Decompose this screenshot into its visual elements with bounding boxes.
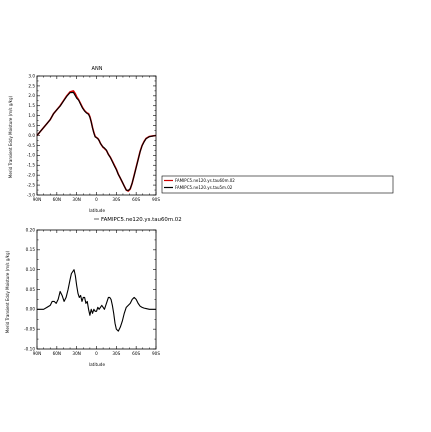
top-chart-x-tick-label: 30S [112,197,120,202]
bottom-chart-x-tick-label: 0 [95,351,98,356]
top-chart-series [36,90,157,192]
top-chart-series-line-1 [36,91,157,191]
top-chart-y-tick-label: 0.0 [28,133,35,138]
top-chart-x-axis-label: latitude [89,208,105,213]
top-chart-axes: -3.0 -2.5 -2.0 -1.5 -1.0 -0.5 0.0 0.5 1.0 1.5 2.0 2… [27,73,161,202]
top-chart-y-axis-label: Merid Transient Eddy Moisture (m/s g/kg) [8,95,13,178]
bottom-chart-axes: -0.10 -0.05 0.00 0.05 0.10 0.15 0.20 90N 60N 30N 0… [24,227,160,356]
top-chart-series-line-0 [36,90,157,192]
bottom-chart-y-axis-label: Merid Transient Eddy Moisture (m/s g/kg) [5,250,10,333]
top-chart-x-tick-label: 90S [152,197,160,202]
top-chart-y-tick-label: 2.0 [28,93,35,98]
top-chart-y-tick-label: 0.5 [28,123,35,128]
top-chart-x-tick-label: 60N [53,197,61,202]
top-chart-y-tick-label: 1.0 [28,113,35,118]
panel-top: ANN -3.0 -2.5 -2.0 -1.5 -1.0 -0.5 0.0 0.5 1.0 1.5… [8,66,160,213]
bottom-chart-x-tick-label: 90N [33,351,41,356]
bottom-chart-x-axis-label: latitude [89,362,105,367]
bottom-chart-y-tick-label: 0.05 [26,287,36,292]
bottom-chart-y-tick-label: 0.20 [26,227,36,232]
top-chart-x-tick-label: 0 [95,197,98,202]
bottom-chart-series-line-0 [37,269,156,332]
top-chart-y-tick-label: -2.0 [27,173,36,178]
bottom-chart-y-tick-label: 0.10 [26,267,36,272]
top-chart-y-tick-label: -0.5 [27,143,36,148]
top-chart-x-tick-label: 60S [132,197,140,202]
top-chart-y-tick-label: 1.5 [28,103,35,108]
top-chart-y-tick-label: 3.0 [28,73,35,78]
legend-label-tau60m: FAMIPC5.ne120.ys.tau60m.02 [175,178,235,183]
top-chart-y-tick-label: -3.0 [27,192,36,197]
bottom-chart-y-tick-label: -0.10 [24,346,35,351]
top-chart-y-tick-label: -1.0 [27,153,36,158]
bottom-chart-series [37,269,156,332]
bottom-chart-y-tick-label: 0.00 [26,307,36,312]
legend-box [161,175,394,194]
bottom-chart-plot-frame [36,229,157,350]
bottom-chart-x-tick-label: 30S [112,351,120,356]
bottom-chart-x-tick-label: 60N [53,351,61,356]
top-chart-title: ANN [92,66,103,72]
panel-bottom: FAMIPC5.ne120.ys.tau60m.02 -0.10 -0.05 0.0… [5,217,182,367]
top-chart-y-tick-label: -1.5 [27,163,36,168]
bottom-chart-title: FAMIPC5.ne120.ys.tau60m.02 [101,217,182,223]
legend-label-tau5m: FAMIPC5.ne120.ys.tau5m.02 [175,185,233,190]
top-chart-y-tick-label: 2.5 [28,83,35,88]
bottom-chart-y-tick-label: -0.05 [24,327,35,332]
top-chart-x-tick-label: 90N [33,197,41,202]
top-chart-plot-frame [36,75,157,196]
top-chart-legend: FAMIPC5.ne120.ys.tau60m.02 FAMIPC5.ne120… [161,175,394,194]
bottom-chart-x-tick-label: 30N [72,351,80,356]
top-chart-y-tick-label: -2.5 [27,182,36,187]
bottom-chart-x-tick-label: 90S [152,351,160,356]
bottom-chart-x-tick-label: 60S [132,351,140,356]
top-chart-x-tick-label: 30N [72,197,80,202]
bottom-chart-y-tick-label: 0.15 [26,247,36,252]
